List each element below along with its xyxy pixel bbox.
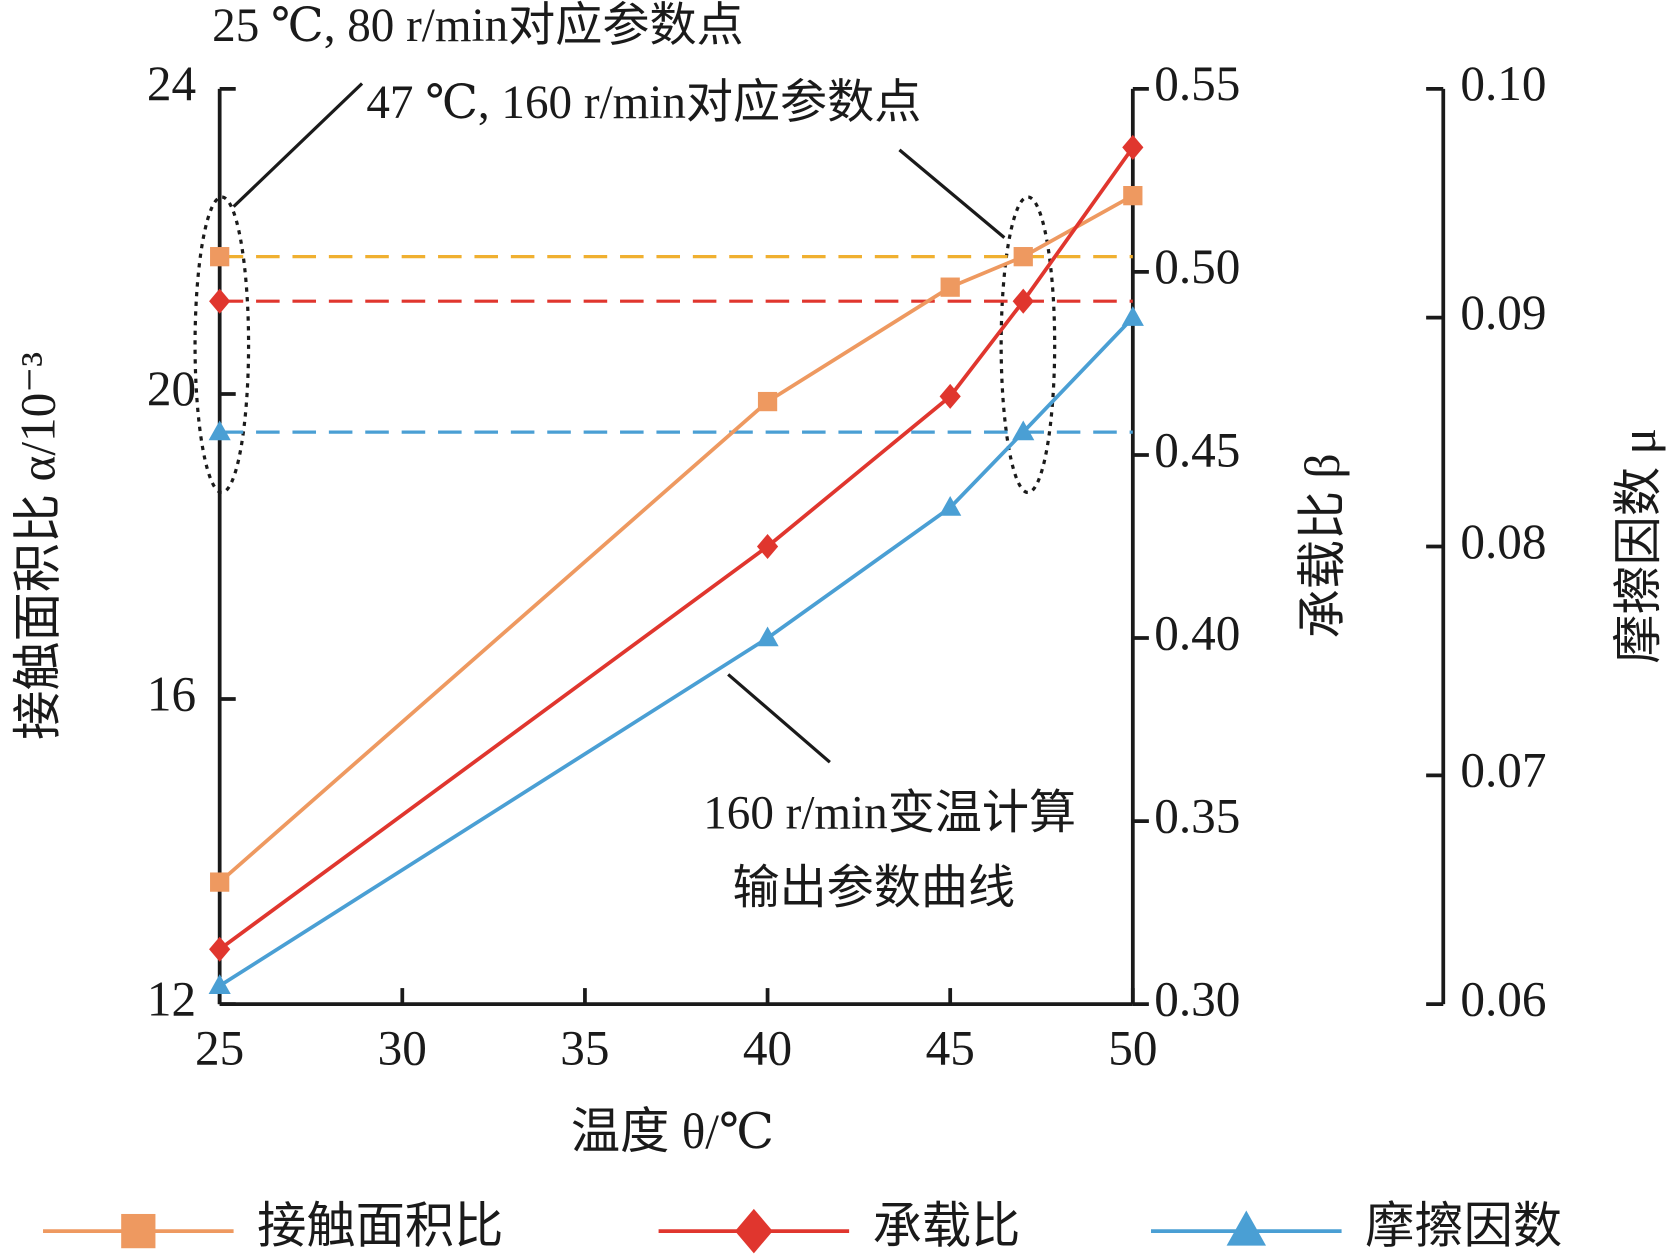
legend-label: 摩擦因数 (1365, 1198, 1562, 1253)
annotation: 47 ℃, 160 r/min对应参数点 (366, 77, 921, 129)
marker (208, 420, 231, 441)
y3-axis-title: 摩擦因数 μ (1611, 428, 1666, 664)
x-tick-label: 50 (1108, 1021, 1157, 1076)
y3-tick-label: 0.06 (1460, 971, 1546, 1026)
marker (1012, 420, 1035, 441)
marker (1121, 306, 1144, 326)
y2-tick-label: 0.55 (1154, 56, 1240, 111)
marker (1226, 1210, 1266, 1246)
marker (939, 383, 961, 409)
y3-tick-label: 0.09 (1460, 285, 1546, 340)
marker (757, 391, 778, 412)
marker (939, 496, 962, 516)
y-tick-label: 20 (147, 361, 196, 416)
y2-tick-label: 0.40 (1154, 605, 1240, 660)
y-tick-label: 12 (147, 971, 196, 1026)
x-axis-title: 温度 θ/℃ (571, 1104, 774, 1159)
marker (1013, 247, 1033, 267)
leader-line (232, 82, 364, 208)
y3-tick-label: 0.10 (1460, 56, 1546, 111)
x-tick-label: 45 (926, 1021, 975, 1076)
marker (210, 872, 230, 892)
y2-tick-label: 0.35 (1154, 788, 1240, 843)
y-axis-title: 接触面积比 α/10⁻³ (10, 352, 65, 740)
x-tick-label: 25 (195, 1021, 244, 1076)
legend-label: 承载比 (873, 1198, 1021, 1253)
series-line (218, 194, 1134, 884)
y2-axis-title: 承载比 β (1295, 453, 1350, 638)
annotation: 输出参数曲线 (732, 863, 1015, 915)
marker (940, 277, 960, 297)
marker (735, 1208, 773, 1254)
annotation-ellipse (999, 195, 1057, 495)
annotation: 160 r/min变温计算 (703, 788, 1076, 840)
leader-line (898, 148, 1006, 239)
marker (121, 1213, 156, 1249)
x-tick-label: 40 (743, 1021, 792, 1076)
annotation-ellipse (193, 195, 251, 495)
marker (756, 626, 779, 647)
annotation: 25 ℃, 80 r/min对应参数点 (212, 0, 743, 52)
y2-tick-label: 0.50 (1154, 239, 1240, 294)
y-tick-label: 24 (147, 56, 196, 111)
y-tick-label: 16 (147, 666, 196, 721)
marker (1123, 186, 1143, 206)
marker (209, 936, 231, 962)
legend-label: 接触面积比 (257, 1198, 503, 1253)
leader-line (727, 673, 831, 764)
y2-tick-label: 0.30 (1154, 971, 1240, 1026)
marker (208, 974, 231, 995)
y2-tick-label: 0.45 (1154, 422, 1240, 477)
y3-tick-label: 0.08 (1460, 514, 1546, 569)
marker (209, 288, 231, 314)
y3-tick-label: 0.07 (1460, 743, 1546, 798)
marker (1122, 134, 1144, 160)
x-tick-label: 35 (560, 1021, 609, 1076)
marker (756, 533, 779, 560)
marker (210, 247, 230, 267)
x-tick-label: 30 (378, 1021, 427, 1076)
